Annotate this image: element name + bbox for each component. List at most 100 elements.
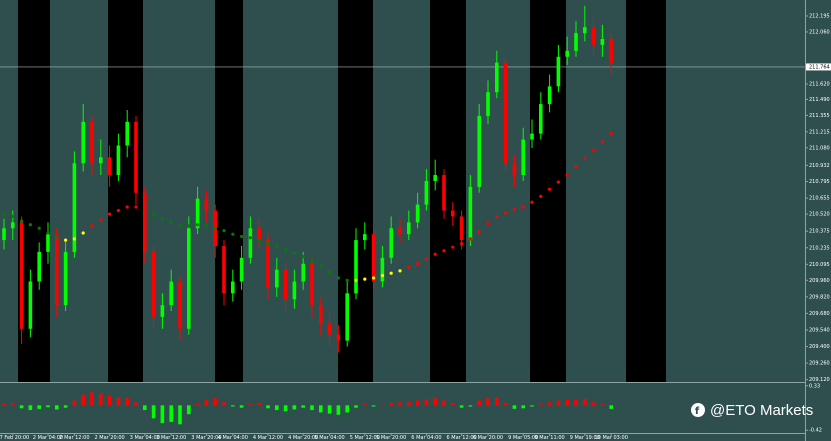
candle-body <box>143 192 147 252</box>
y-tick-label: 209.400 <box>809 344 830 350</box>
ma-dot <box>266 242 270 246</box>
hist-bar <box>125 398 129 406</box>
facebook-icon <box>691 403 705 417</box>
hist-bar <box>363 404 367 406</box>
ma-dot <box>442 249 446 253</box>
ma-dot <box>539 194 543 198</box>
candle-body <box>468 186 473 241</box>
candle-body <box>591 27 596 45</box>
hist-bar <box>116 397 121 406</box>
y-tick-label: 210.375 <box>809 229 830 235</box>
hist-bar <box>222 402 226 406</box>
watermark-text: @ETO Markets <box>710 402 813 419</box>
candle-body <box>81 121 85 164</box>
y-tick-label: 209.680 <box>809 311 830 317</box>
hist-bar <box>187 405 191 415</box>
session-band <box>430 0 466 382</box>
candle-body <box>231 281 235 294</box>
hist-bar <box>28 405 33 411</box>
candle-body <box>151 251 156 317</box>
candle-body <box>319 305 323 323</box>
hist-bar <box>63 405 68 408</box>
ma-dot <box>363 277 367 281</box>
x-tick-label: 4 Mar 20:00 <box>288 435 318 441</box>
x-tick-label: 5 Mar 20:00 <box>376 435 406 441</box>
ma-dot <box>178 224 182 228</box>
ma-dot <box>565 173 569 177</box>
x-tick-label: 10 Mar 03:00 <box>595 435 628 441</box>
candle-body <box>204 198 209 211</box>
y-tick-label: 209.540 <box>809 327 830 333</box>
session-band <box>530 0 566 382</box>
hist-bar <box>292 405 297 410</box>
candle-body <box>187 228 191 329</box>
ma-dot <box>486 221 490 226</box>
ma-dot <box>81 231 85 235</box>
candle-body <box>521 139 525 176</box>
hist-bar <box>398 402 402 406</box>
ma-dot <box>468 237 472 241</box>
hist-bar <box>72 400 77 406</box>
candle-body <box>46 234 50 252</box>
hist-bar <box>2 404 6 406</box>
candle-body <box>609 39 613 63</box>
ma-dot <box>424 257 428 261</box>
hist-bar <box>55 405 59 410</box>
ma-dot <box>108 212 112 216</box>
hist-bar <box>380 404 385 406</box>
candle-body <box>530 133 534 140</box>
ma-dot <box>187 224 191 228</box>
y-tick-label: 209.960 <box>809 278 830 284</box>
ma-dot <box>592 148 596 152</box>
candle-body <box>345 293 349 341</box>
hist-bar <box>565 400 569 406</box>
hist-bar <box>583 398 587 406</box>
candle-body <box>55 234 59 306</box>
candle-body <box>503 62 508 164</box>
ma-dot <box>37 226 41 230</box>
candle-body <box>195 198 200 229</box>
hist-bar <box>178 405 182 425</box>
candle-body <box>275 269 279 288</box>
candle-body <box>565 50 569 57</box>
ma-dot <box>583 156 587 161</box>
y-tick-label: 210.095 <box>809 262 830 268</box>
candle-body <box>486 92 490 116</box>
x-tick-label: 4 Mar 12:00 <box>253 435 283 441</box>
hist-bar <box>257 402 261 406</box>
y-tick-label: 211.215 <box>809 129 830 135</box>
hist-bar <box>521 405 525 409</box>
x-tick-label: 6 Mar 04:00 <box>411 435 441 441</box>
ma-dot <box>477 230 481 234</box>
candle-body <box>398 228 402 235</box>
ma-dot <box>11 214 15 219</box>
ma-dot <box>90 224 94 228</box>
hist-bar <box>415 400 420 406</box>
ma-dot <box>160 217 164 221</box>
candle-body <box>442 175 446 211</box>
ma-dot <box>574 165 578 169</box>
candle-body <box>512 163 517 176</box>
y-tick-label: 210.932 <box>809 163 830 169</box>
y-tick-label: 209.120 <box>809 377 830 383</box>
ma-dot <box>284 247 288 252</box>
candle-body <box>266 240 270 288</box>
candle-body <box>283 269 288 300</box>
hist-bar <box>143 405 147 411</box>
hist-bar <box>451 402 455 406</box>
hist-bar <box>574 399 578 406</box>
candle-body <box>160 305 165 317</box>
hist-bar <box>301 405 305 408</box>
hist-bar <box>512 405 517 409</box>
candle-body <box>72 163 77 252</box>
ma-dot <box>380 273 384 278</box>
x-tick-label: 2 Mar 20:00 <box>94 435 124 441</box>
facebook-glyph: f <box>695 406 700 417</box>
hist-bar <box>442 400 446 406</box>
hist-bar <box>459 405 464 408</box>
ma-dot <box>495 214 499 219</box>
candle-body <box>389 228 393 258</box>
candle-body <box>495 62 499 93</box>
hist-bar <box>495 397 499 406</box>
